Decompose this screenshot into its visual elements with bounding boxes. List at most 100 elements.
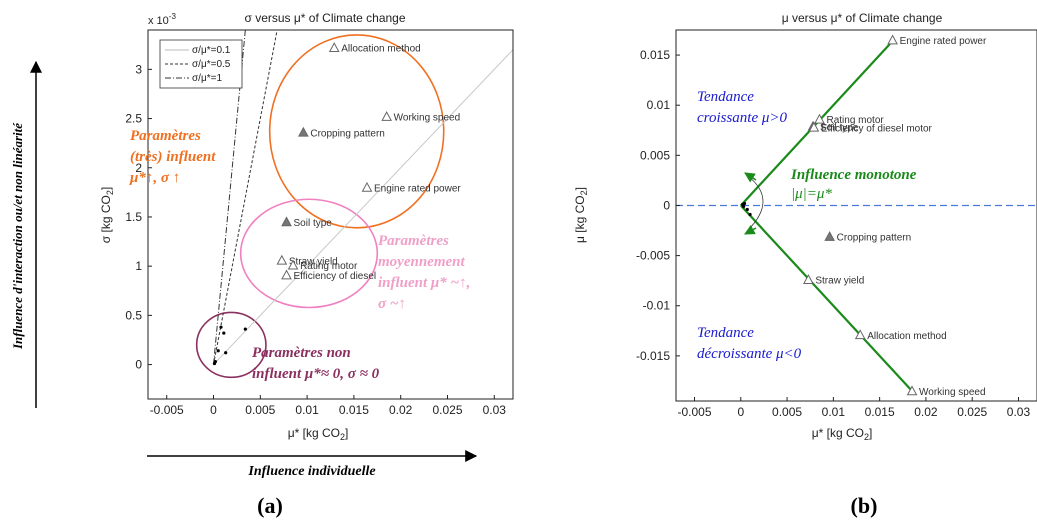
- chart-a-point-label-working-speed: Working speed: [394, 113, 461, 124]
- chart-a-ytick-label: 2.5: [125, 112, 142, 126]
- chart-a-point-straw-yield: [276, 254, 288, 265]
- ratio-line-0-1: [213, 49, 514, 365]
- group-ellipse-1: [239, 198, 379, 309]
- chart-a-xtick-label: 0.005: [245, 403, 275, 417]
- chart-b-point-label-rating-motor: Rating motor: [826, 115, 884, 126]
- chart-b-ylabel: μ [kg CO2]: [573, 187, 589, 243]
- chart-a-xtick-label: 0.03: [483, 403, 507, 417]
- chart-b-small-point: [748, 212, 752, 217]
- chart-a-legend: σ/μ*=0.1 σ/μ*=0.5 σ/μ*=1: [159, 39, 243, 89]
- group-ellipse-0: [268, 34, 445, 229]
- chart-a-xtick-label: 0.025: [432, 403, 462, 417]
- chart-a-point-label-allocation-method: Allocation method: [341, 44, 421, 55]
- chart-b-ytick-label: 0.005: [640, 148, 670, 162]
- chart-a-xtick-label: 0.01: [295, 403, 319, 417]
- chart-a-xlabel: μ* [kg CO2]: [288, 426, 349, 442]
- group-ellipse-2: [195, 311, 267, 379]
- chart-b-xtick-label: 0: [737, 405, 744, 419]
- chart-b-point-label-working-speed: Working speed: [919, 387, 986, 398]
- chart-a-point-label-cropping-pattern: Cropping pattern: [310, 128, 385, 139]
- legend-label-0.1: σ/μ*=0.1: [192, 45, 231, 56]
- chart-a-title: σ versus μ* of Climate change: [244, 11, 405, 25]
- chart-a-plot-area: [147, 29, 514, 400]
- chart-a-small-point: [216, 349, 220, 353]
- chart-a-ytick-label: 3: [135, 62, 142, 76]
- outer-y-label: Influence d'interaction ou/et non linéar…: [10, 122, 25, 350]
- chart-a-xtick-label: 0.02: [389, 403, 413, 417]
- chart-a-point-soil-type: [281, 216, 292, 227]
- chart-a-ytick-label: 2: [135, 161, 142, 175]
- group-label-medium: Paramètres moyennement influent μ* ~↑, σ…: [378, 233, 474, 312]
- legend-label-1: σ/μ*=1: [192, 73, 222, 84]
- boundary-line-1: [739, 204, 916, 395]
- chart-b-ytick-label: -0.01: [643, 299, 671, 313]
- chart-a-ytick-label: 0.5: [125, 308, 142, 322]
- chart-b-point-label-straw-yield: Straw yield: [815, 276, 864, 287]
- chart-b-point-label-cropping-pattern: Cropping pattern: [837, 233, 912, 244]
- chart-a-small-point: [222, 331, 226, 335]
- chart-b-xlabel: μ* [kg CO2]: [812, 426, 873, 442]
- chart-b-small-point: [741, 204, 746, 209]
- chart-b-xtick-label: 0.03: [1007, 405, 1031, 419]
- annotation-monotone: Influence monotone |μ|=μ*: [790, 167, 920, 202]
- chart-a-point-cropping-pattern: [298, 126, 309, 137]
- chart-b-point-cropping-pattern: [824, 231, 835, 241]
- panel-label-b: (b): [851, 493, 878, 518]
- chart-a-small-point: [213, 360, 217, 364]
- chart-a-point-label-straw-yield: Straw yield: [289, 256, 338, 267]
- ratio-line-0-5: [213, 29, 278, 365]
- annotation-decreasing: Tendance décroissante μ<0: [697, 325, 802, 362]
- chart-b: μ versus μ* of Climate change -0.005 0 0.0…: [573, 11, 1037, 442]
- monotone-arrow-down: [744, 224, 757, 235]
- panel-label-a: (a): [257, 493, 283, 518]
- chart-a-point-label-engine-rated-power: Engine rated power: [374, 183, 461, 194]
- chart-a-xtick-label: 0: [210, 403, 217, 417]
- monotone-arrow-up: [744, 172, 757, 183]
- chart-b-title: μ versus μ* of Climate change: [782, 11, 943, 25]
- outer-x-label: Influence individuelle: [247, 464, 375, 479]
- chart-b-ytick-label: -0.005: [636, 249, 670, 263]
- chart-b-point-label-allocation-method: Allocation method: [867, 331, 947, 342]
- chart-b-point-allocation-method: [854, 329, 866, 340]
- chart-a-point-engine-rated-power: [361, 181, 373, 192]
- chart-a-point-label-efficiency-of-diesel: Efficiency of diesel: [294, 271, 377, 282]
- chart-b-xtick-label: 0.015: [865, 405, 895, 419]
- chart-a-ytick-label: 1: [135, 259, 142, 273]
- chart-b-small-point: [742, 201, 747, 206]
- chart-a-small-point: [219, 325, 223, 329]
- chart-a-ytick-label: 0: [135, 358, 142, 372]
- legend-label-0.5: σ/μ*=0.5: [192, 59, 231, 70]
- chart-b-ytick-label: -0.015: [636, 349, 670, 363]
- chart-a-small-point: [224, 351, 228, 355]
- chart-a-xtick-label: -0.005: [150, 403, 184, 417]
- chart-b-point-straw-yield: [803, 274, 814, 284]
- chart-b-small-point: [745, 207, 749, 212]
- chart-b-point-label-soil-type: Soil type: [820, 122, 859, 133]
- chart-b-ytick-label: 0: [663, 198, 670, 212]
- chart-b-xtick-label: 0.025: [957, 405, 987, 419]
- chart-a-small-point: [243, 327, 247, 331]
- chart-b-xtick-label: 0.01: [822, 405, 846, 419]
- chart-b-point-label-engine-rated-power: Engine rated power: [900, 36, 987, 47]
- chart-a-ytick-label: 1.5: [125, 210, 142, 224]
- annotation-increasing: Tendance croissante μ>0: [697, 89, 788, 126]
- chart-b-point-rating-motor: [814, 113, 825, 124]
- chart-a-point-rating-motor: [287, 259, 299, 270]
- chart-a-xtick-label: 0.015: [339, 403, 369, 417]
- chart-b-point-label-efficiency-of-diesel-motor: Efficiency of diesel motor: [821, 123, 933, 134]
- chart-a-point-allocation-method: [328, 42, 340, 53]
- chart-a-ylabel: σ [kg CO2]: [99, 187, 115, 243]
- chart-b-point-working-speed: [906, 385, 918, 396]
- chart-b-plot-area: [675, 29, 1037, 402]
- chart-b-point-efficiency-of-diesel-motor: [808, 121, 820, 132]
- chart-b-ytick-label: 0.01: [647, 98, 671, 112]
- group-label-low: Paramètres non influent μ*≈ 0, σ ≈ 0: [252, 345, 380, 382]
- chart-b-xtick-label: 0.02: [914, 405, 938, 419]
- chart-b-xtick-label: 0.005: [772, 405, 802, 419]
- chart-b-ytick-label: 0.015: [640, 48, 670, 62]
- chart-b-xtick-label: -0.005: [677, 405, 711, 419]
- chart-a-point-efficiency-of-diesel: [281, 269, 292, 280]
- group-label-high: Paramètres (très) influent μ*↑, σ ↑: [129, 128, 219, 186]
- chart-a-point-label-soil-type: Soil type: [294, 218, 333, 229]
